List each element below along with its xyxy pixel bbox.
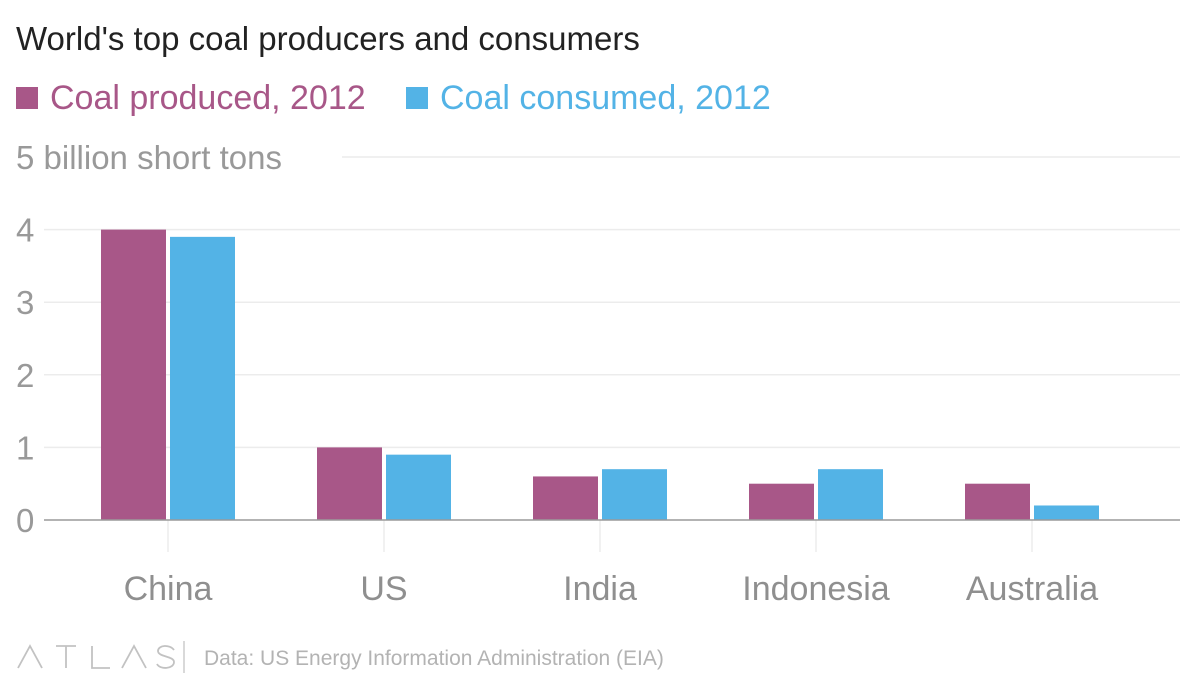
x-tick-labels: China US India Indonesia Australia: [124, 570, 1099, 608]
bar-indonesia-consumed: [818, 469, 883, 520]
y-tick-label: 4: [16, 212, 34, 249]
source-note: Data: US Energy Information Administrati…: [204, 647, 664, 670]
x-tick-label: Indonesia: [742, 570, 890, 608]
atlas-logo: [17, 644, 175, 669]
y-tick-label: 1: [16, 429, 34, 466]
legend-swatch-consumed: [406, 87, 428, 109]
x-tick-label: Australia: [966, 570, 1098, 608]
bar-us-produced: [317, 447, 382, 520]
bar-australia-consumed: [1034, 505, 1099, 520]
bar-china-consumed: [170, 236, 235, 521]
bar-australia-produced: [965, 483, 1030, 520]
y-tick-labels: 0 1 2 3 4 5 billion short tons: [16, 139, 282, 539]
x-tick-label: China: [124, 570, 213, 608]
bar-china-produced: [101, 229, 166, 520]
x-gridlines: [167, 520, 1033, 552]
bar-india-consumed: [602, 469, 667, 520]
legend-label-produced: Coal produced, 2012: [50, 79, 366, 117]
legend: Coal produced, 2012 Coal consumed, 2012: [16, 79, 771, 117]
chart-title: World's top coal producers and consumers: [16, 20, 640, 57]
bar-us-consumed: [386, 454, 451, 520]
y-tick-label: 0: [16, 502, 34, 539]
x-tick-label: India: [563, 570, 637, 608]
bar-indonesia-produced: [749, 483, 814, 520]
footer: Data: US Energy Information Administrati…: [17, 641, 664, 673]
legend-label-consumed: Coal consumed, 2012: [440, 79, 771, 117]
y-tick-label: 5 billion short tons: [16, 139, 282, 176]
y-tick-label: 2: [16, 357, 34, 394]
y-tick-label: 3: [16, 284, 34, 321]
bars: [101, 229, 1099, 521]
legend-swatch-produced: [16, 87, 38, 109]
bar-india-produced: [533, 476, 598, 520]
x-tick-label: US: [360, 570, 407, 608]
